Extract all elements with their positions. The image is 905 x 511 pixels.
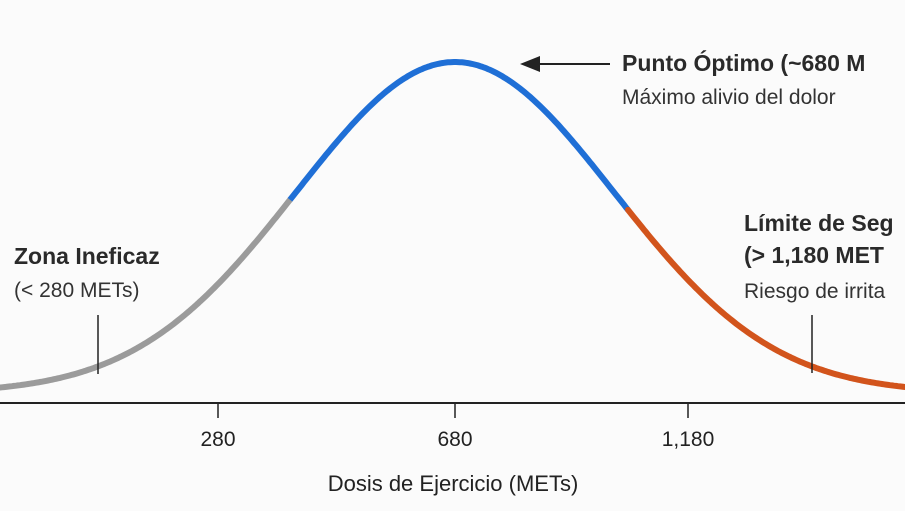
optimal-subtitle: Máximo alivio del dolor [622,86,836,109]
curve-optimal-segment [287,59,631,212]
ineffective-subtitle: (< 280 METs) [14,279,140,302]
ineffective-title: Zona Ineficaz [14,243,160,269]
optimal-title: Punto Óptimo (~680 M [622,50,866,76]
limit-title: Límite de Seg [744,210,894,236]
curve-limit-segment [625,206,905,391]
x-tick-label: 280 [200,428,236,451]
limit-title-range: (> 1,180 MET [744,242,884,268]
x-axis-title: Dosis de Ejercicio (METs) [327,471,579,496]
arrow-left-icon [520,56,540,72]
x-tick-label: 680 [437,428,473,451]
curve-ineffective-segment [0,196,293,391]
limit-subtitle: Riesgo de irrita [744,280,886,303]
x-tick-label: 1,180 [661,428,715,451]
